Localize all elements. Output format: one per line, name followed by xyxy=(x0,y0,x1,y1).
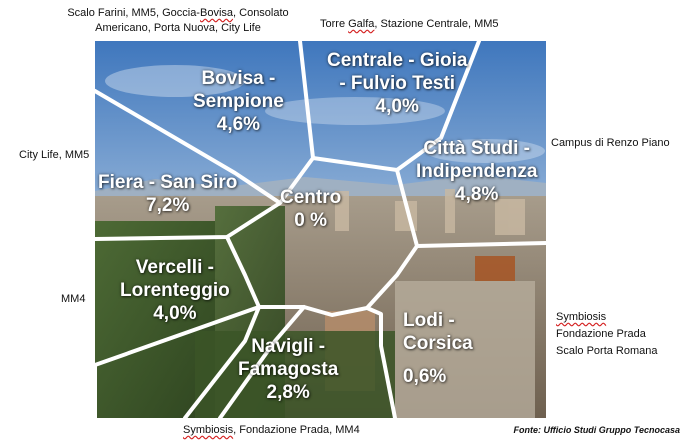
zone-pct-fiera: 7,2% xyxy=(146,195,190,216)
annotation-symbiosis-line2: Fondazione Prada xyxy=(556,328,646,340)
zone-label-centrale: Centrale - Gioia - Fulvio Testi 4,0% xyxy=(327,50,468,117)
cloud xyxy=(105,65,245,97)
cloud xyxy=(425,139,545,163)
zone-label-lodi: Lodi - Corsica 0,6% xyxy=(403,310,473,387)
annotation-mm4: MM4 xyxy=(61,293,86,305)
zone-pct-centro: 0 % xyxy=(294,210,327,231)
zone-label-navigli: Navigli - Famagosta 2,8% xyxy=(238,336,339,403)
annotation-bottom: Symbiosis, Fondazione Prada, MM4 xyxy=(183,424,360,436)
annotation-symbiosis-line1: Symbiosis xyxy=(556,311,607,323)
annotation-top-right: Torre Galfa, Stazione Centrale, MM5 xyxy=(320,18,499,30)
annotation-symbiosis-right: Symbiosis Fondazione Prada Scalo Porta R… xyxy=(556,309,658,360)
source-credit: Fonte: Ufficio Studi Gruppo Tecnocasa xyxy=(513,425,680,435)
annotation-city-life: City Life, MM5 xyxy=(19,149,90,161)
annotation-campus: Campus di Renzo Piano xyxy=(551,137,670,149)
map-background xyxy=(95,41,546,418)
zone-pct-vercelli: 4,0% xyxy=(153,303,197,324)
zone-pct-citta-studi: 4,8% xyxy=(455,184,499,205)
annotation-top-left-line2: Americano, Porta Nuova, City Life xyxy=(95,22,261,34)
annotation-top-left-line1: Scalo Farini, MM5, Goccia-Bovisa, Consol… xyxy=(67,7,289,19)
zone-dividers xyxy=(95,41,546,418)
zone-label-fiera: Fiera - San Siro 7,2% xyxy=(98,172,238,216)
annotation-symbiosis-line3: Scalo Porta Romana xyxy=(556,345,658,357)
zone-label-citta-studi: Città Studi - Indipendenza 4,8% xyxy=(416,138,538,205)
zone-label-vercelli: Vercelli - Lorenteggio 4,0% xyxy=(120,257,230,324)
milan-zone-map: Bovisa - Sempione 4,6% Centrale - Gioia … xyxy=(95,41,546,418)
zone-pct-lodi: 0,6% xyxy=(403,366,447,387)
buildings xyxy=(325,189,535,418)
zone-pct-navigli: 2,8% xyxy=(266,382,310,403)
annotation-top-left: Scalo Farini, MM5, Goccia-Bovisa, Consol… xyxy=(58,6,298,36)
zone-pct-centrale: 4,0% xyxy=(375,96,419,117)
zone-label-bovisa: Bovisa - Sempione 4,6% xyxy=(193,68,284,135)
zone-label-centro: Centro 0 % xyxy=(280,187,342,231)
zone-pct-bovisa: 4,6% xyxy=(216,114,261,135)
